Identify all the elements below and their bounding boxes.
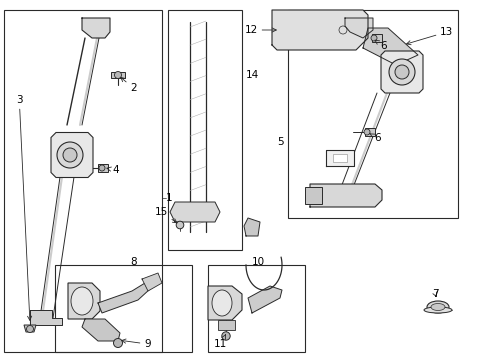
Circle shape [63, 148, 77, 162]
Text: 15: 15 [155, 207, 177, 223]
Text: 12: 12 [245, 25, 276, 35]
Circle shape [371, 35, 377, 41]
Polygon shape [30, 310, 62, 325]
Text: 4: 4 [107, 165, 119, 175]
Polygon shape [111, 72, 125, 78]
Polygon shape [82, 18, 110, 38]
Text: 10: 10 [252, 257, 265, 267]
Polygon shape [208, 286, 242, 320]
Ellipse shape [427, 301, 449, 313]
Polygon shape [372, 34, 382, 42]
Circle shape [114, 338, 122, 347]
Bar [55, 265, 192, 352]
Polygon shape [381, 51, 423, 93]
Circle shape [26, 325, 33, 333]
Polygon shape [272, 10, 368, 50]
Circle shape [222, 332, 230, 340]
Circle shape [176, 221, 184, 229]
Text: 9: 9 [122, 339, 150, 349]
Ellipse shape [431, 303, 445, 310]
Polygon shape [82, 319, 120, 341]
Bar [168, 10, 242, 250]
Polygon shape [170, 202, 220, 222]
Text: 6: 6 [370, 133, 381, 143]
Polygon shape [326, 150, 354, 166]
Circle shape [364, 129, 370, 135]
Circle shape [395, 65, 409, 79]
Circle shape [389, 59, 415, 85]
Polygon shape [363, 28, 418, 65]
Text: 3: 3 [16, 95, 32, 320]
Polygon shape [305, 187, 322, 204]
Ellipse shape [71, 287, 93, 315]
Polygon shape [142, 273, 162, 291]
Bar [288, 10, 458, 218]
Polygon shape [98, 164, 108, 172]
Ellipse shape [424, 307, 452, 313]
Circle shape [57, 142, 83, 168]
Text: 7: 7 [432, 289, 439, 299]
Polygon shape [68, 283, 100, 319]
Text: 14: 14 [246, 70, 259, 80]
Text: 6: 6 [375, 40, 387, 51]
Polygon shape [218, 320, 235, 330]
Polygon shape [248, 286, 282, 313]
Ellipse shape [212, 290, 232, 316]
Text: 2: 2 [121, 77, 137, 93]
Polygon shape [365, 128, 375, 136]
Text: 13: 13 [407, 27, 453, 45]
Polygon shape [244, 218, 260, 236]
Polygon shape [98, 283, 150, 313]
Circle shape [115, 72, 122, 78]
Circle shape [99, 165, 105, 171]
Text: 8: 8 [130, 257, 137, 267]
Text: 1: 1 [166, 193, 172, 203]
Bar [333, 154, 347, 162]
Text: 11: 11 [214, 335, 227, 349]
Polygon shape [310, 184, 382, 207]
Bar [208, 265, 305, 352]
Polygon shape [51, 132, 93, 177]
Text: 5: 5 [277, 137, 284, 147]
Bar [4, 10, 162, 352]
Polygon shape [24, 325, 36, 332]
Polygon shape [345, 18, 373, 38]
